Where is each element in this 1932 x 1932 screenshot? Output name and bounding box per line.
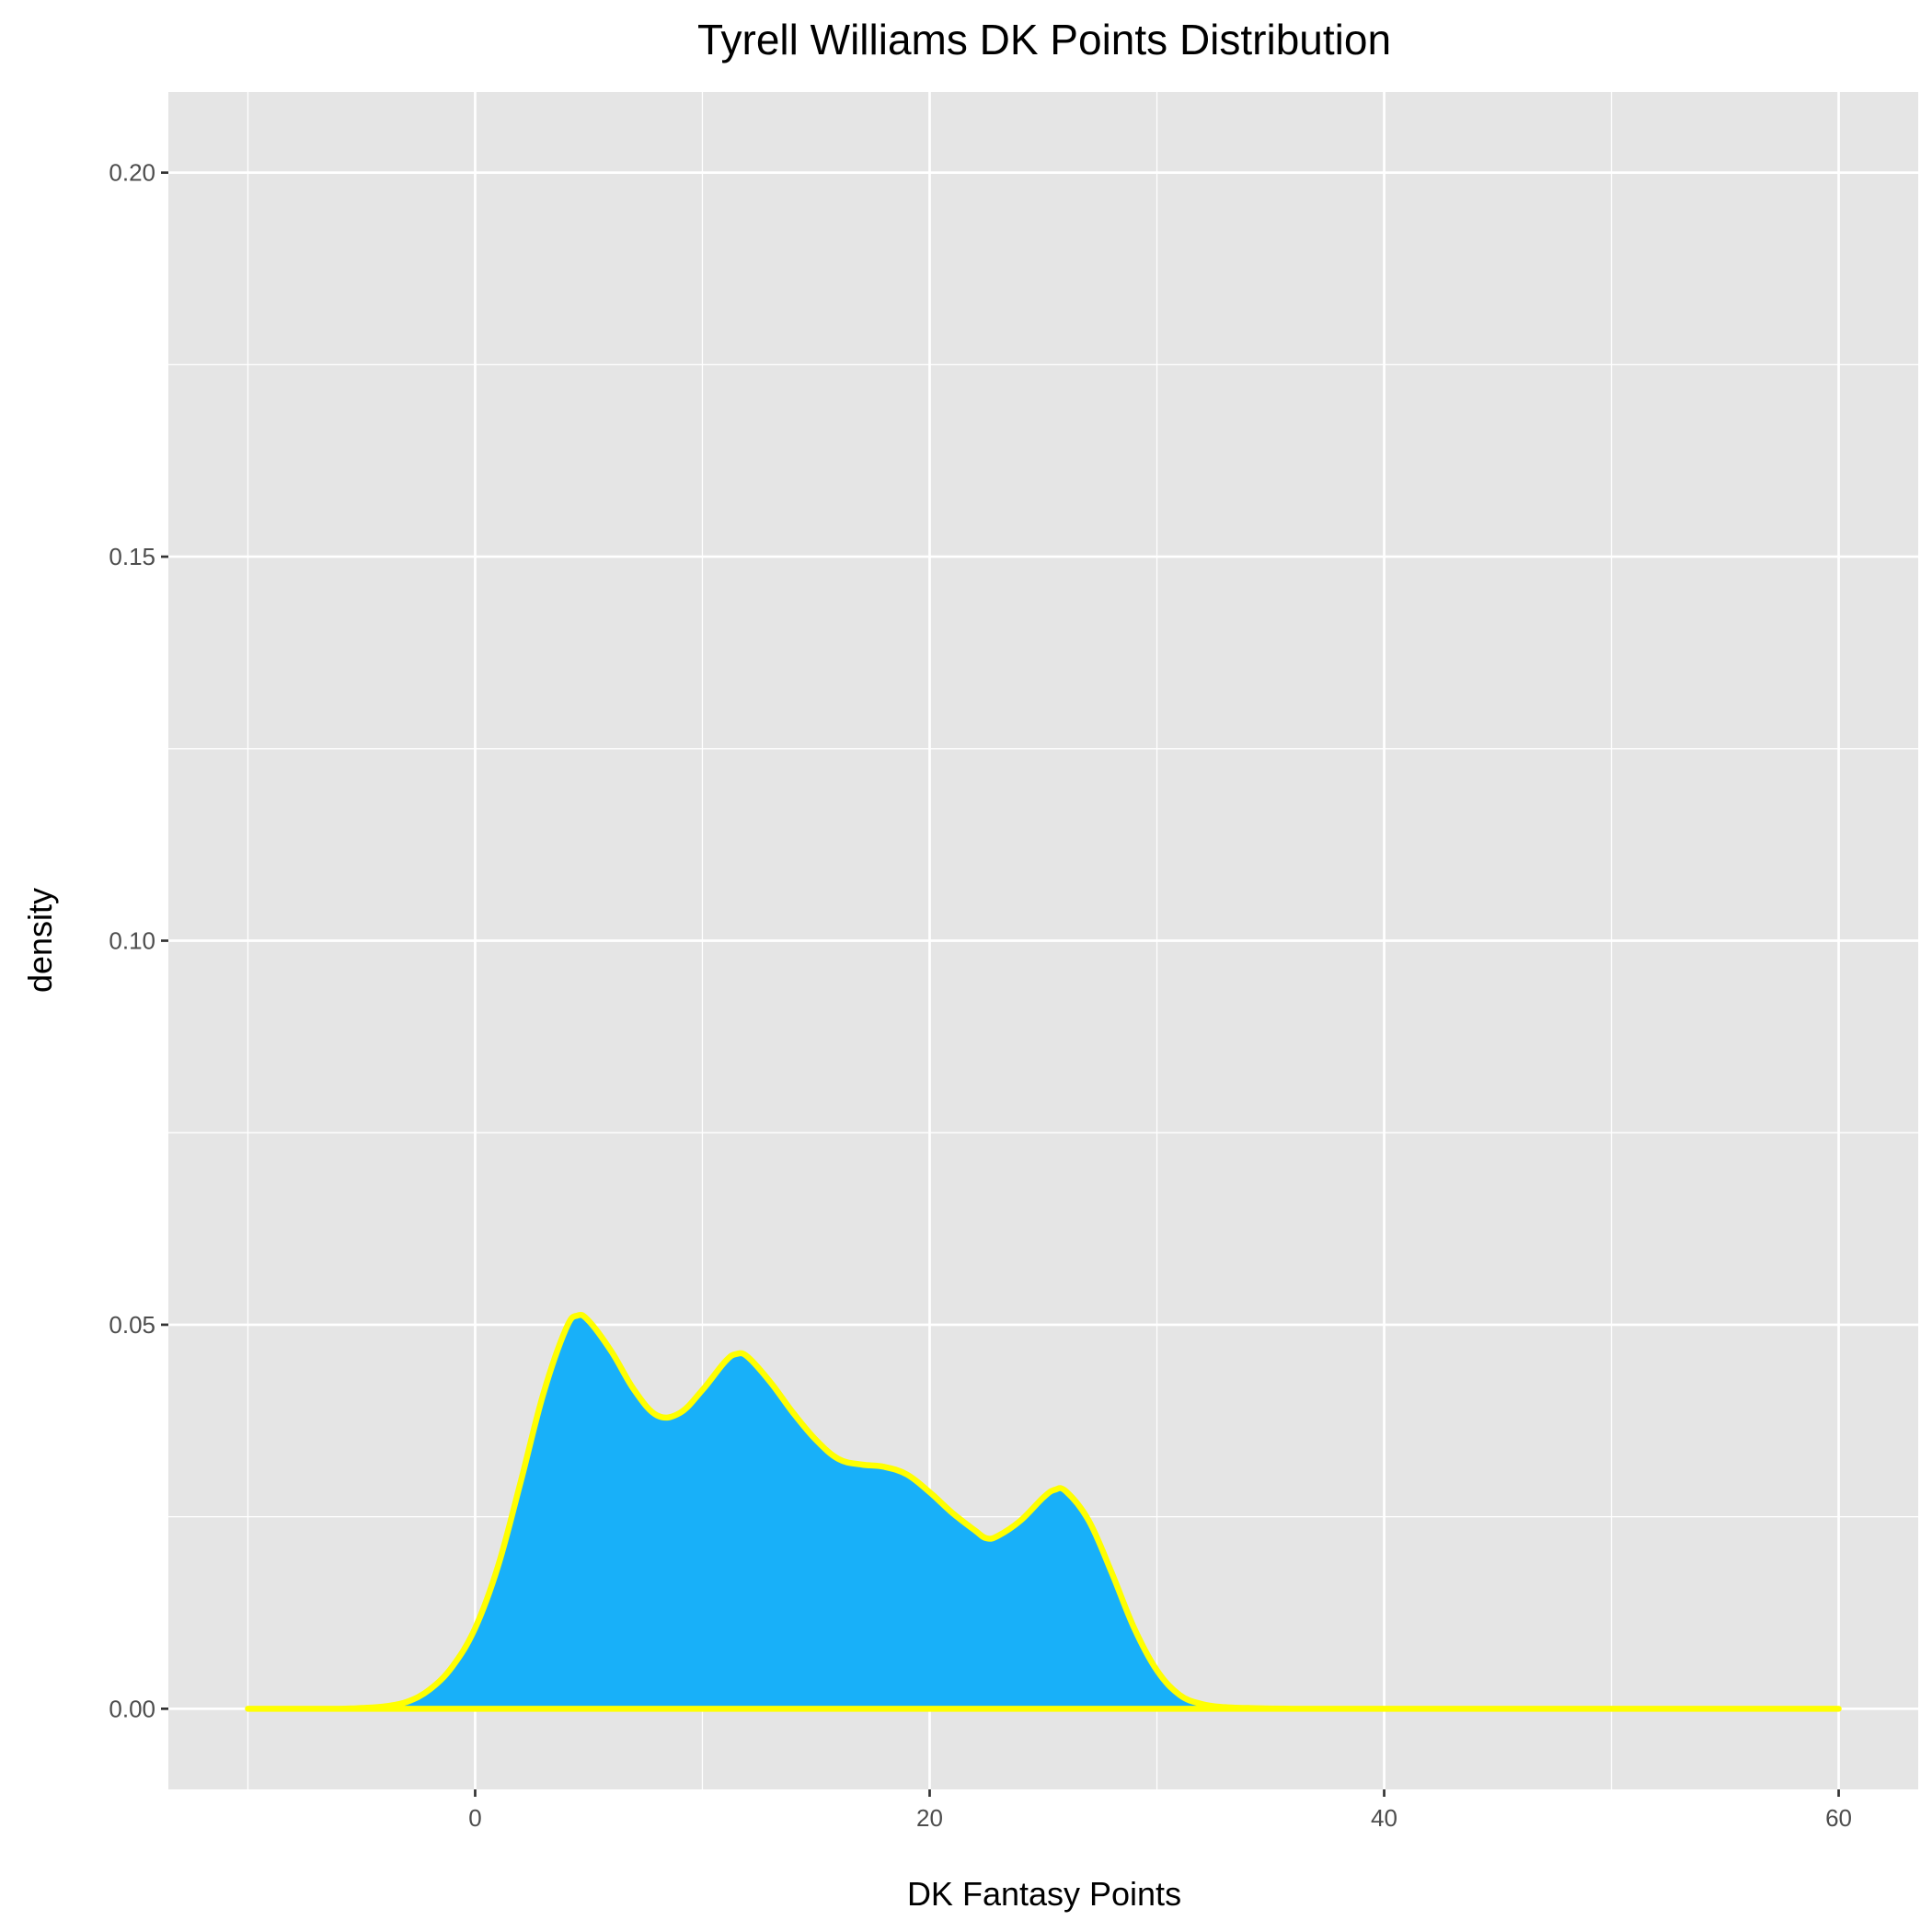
chart-title: Tyrell Williams DK Points Distribution [697,16,1391,63]
y-tick-label: 0.15 [109,543,155,570]
x-axis-title: DK Fantasy Points [907,1875,1181,1913]
x-tick-label: 60 [1825,1804,1852,1832]
axis-ticks [161,171,1840,1797]
density-area [247,1315,1839,1709]
x-tick-labels: 0 20 40 60 [468,1804,1852,1832]
y-tick-label: 0.00 [109,1695,155,1722]
x-tick-label: 40 [1371,1804,1397,1832]
density-layer [245,1311,1842,1712]
y-tick-labels: 0.00 0.05 0.10 0.15 0.20 [109,159,155,1723]
y-tick-label: 0.20 [109,159,155,187]
y-tick-label: 0.10 [109,927,155,955]
density-outline [245,1311,1842,1712]
y-axis-title: density [21,888,59,993]
x-tick-label: 20 [916,1804,943,1832]
x-tick-label: 0 [468,1804,481,1832]
y-tick-label: 0.05 [109,1311,155,1339]
